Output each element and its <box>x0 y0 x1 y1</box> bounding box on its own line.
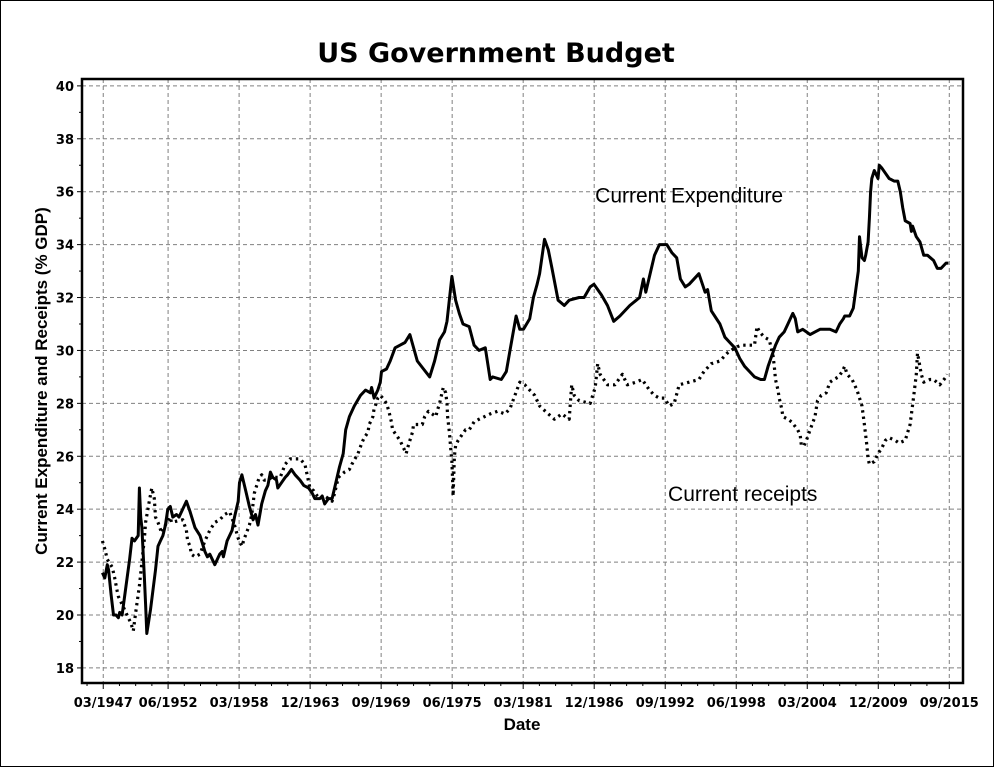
axis-ticks <box>77 85 950 689</box>
x-tick-label: 03/2004 <box>778 696 837 711</box>
y-tick-label: 22 <box>56 556 74 571</box>
series-layer <box>100 163 949 635</box>
y-tick-label: 18 <box>56 662 74 677</box>
y-tick-label: 34 <box>56 239 74 254</box>
x-tick-label: 09/2015 <box>920 696 979 711</box>
y-tick-label: 40 <box>56 80 74 95</box>
x-tick-label: 12/1963 <box>281 696 340 711</box>
x-tick-label: 06/1952 <box>139 696 198 711</box>
y-axis-tick-labels: 18 20 22 24 26 28 30 32 34 36 38 40 <box>56 80 74 677</box>
annotation-current-expenditure: Current Expenditure <box>595 184 783 207</box>
series-current-receipts <box>100 325 949 633</box>
y-tick-label: 24 <box>56 503 74 518</box>
y-tick-label: 28 <box>56 397 74 412</box>
x-tick-label: 12/1986 <box>565 696 624 711</box>
y-tick-label: 36 <box>56 186 74 201</box>
x-tick-label: 09/1992 <box>636 696 695 711</box>
y-tick-label: 26 <box>56 450 74 465</box>
annotation-current-receipts: Current receipts <box>668 483 817 506</box>
x-tick-label: 03/1958 <box>210 696 269 711</box>
x-axis-title: Date <box>504 715 541 734</box>
expenditure-line <box>101 163 949 635</box>
x-tick-label: 09/1969 <box>352 696 411 711</box>
chart-title: US Government Budget <box>317 38 675 69</box>
series-current-expenditure <box>101 163 949 635</box>
x-tick-label: 06/1975 <box>423 696 482 711</box>
plot-area-border <box>80 77 965 685</box>
grid <box>82 79 963 683</box>
x-tick-label: 12/2009 <box>849 696 908 711</box>
receipts-line <box>100 325 949 633</box>
annotations: Current Expenditure Current receipts <box>595 184 817 506</box>
y-tick-label: 20 <box>56 609 74 624</box>
y-tick-label: 38 <box>56 133 74 148</box>
x-tick-label: 03/1981 <box>494 696 553 711</box>
x-tick-label: 06/1998 <box>707 696 766 711</box>
y-tick-label: 32 <box>56 292 74 307</box>
x-tick-label: 03/1947 <box>74 696 133 711</box>
y-axis-title: Current Expenditure and Receipts (% GDP) <box>32 207 51 555</box>
x-axis-tick-labels: 03/1947 06/1952 03/1958 12/1963 09/1969 06/19… <box>74 696 979 711</box>
y-tick-label: 30 <box>56 344 74 359</box>
